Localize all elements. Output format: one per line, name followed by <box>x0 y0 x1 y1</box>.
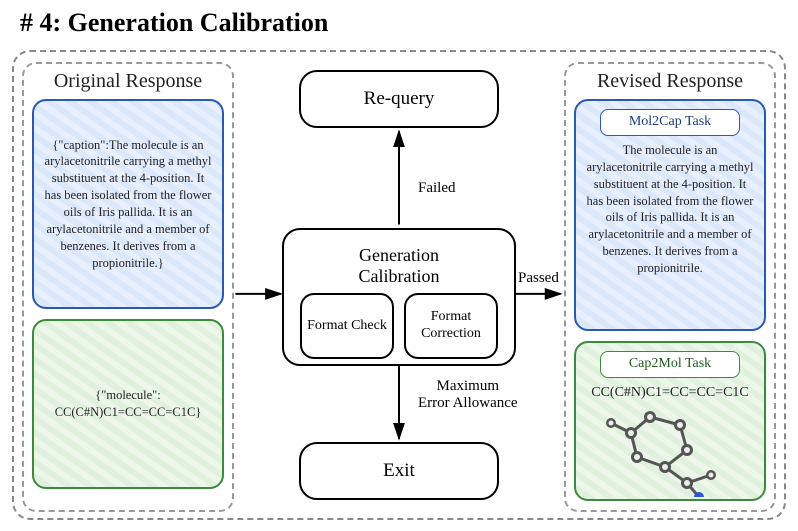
revised-caption-text: The molecule is an arylacetonitrile carr… <box>587 143 754 275</box>
cap2mol-task-label: Cap2Mol Task <box>600 351 740 378</box>
molecule-structure-icon <box>595 405 745 497</box>
outer-frame: Original Response {"caption":The molecul… <box>12 50 786 520</box>
passed-edge-label: Passed <box>518 270 559 287</box>
requery-label: Re-query <box>364 88 435 110</box>
original-molecule-text: {"molecule": CC(C#N)C1=CC=CC=C1C} <box>44 387 212 421</box>
requery-node: Re-query <box>299 70 499 128</box>
original-response-panel: Original Response {"caption":The molecul… <box>22 62 234 512</box>
maxerr-edge-label: Maximum Error Allowance <box>418 378 518 411</box>
original-caption-card: {"caption":The molecule is an arylaceton… <box>32 99 224 309</box>
format-check-node: Format Check <box>300 293 394 359</box>
revised-response-panel: Revised Response Mol2Cap Task The molecu… <box>564 62 776 512</box>
exit-label: Exit <box>383 460 415 482</box>
revised-response-heading: Revised Response <box>574 70 766 93</box>
calibration-title-l2: Calibration <box>359 266 440 287</box>
failed-edge-label: Failed <box>418 180 456 197</box>
original-caption-text: {"caption":The molecule is an arylaceton… <box>44 137 212 272</box>
original-molecule-card: {"molecule": CC(C#N)C1=CC=CC=C1C} <box>32 319 224 489</box>
revised-caption-card: Mol2Cap Task The molecule is an arylacet… <box>574 99 766 331</box>
diagram-title: # 4: Generation Calibration <box>20 8 328 38</box>
exit-node: Exit <box>299 442 499 500</box>
maxerr-l1: Maximum <box>437 378 500 394</box>
format-check-label: Format Check <box>307 318 387 335</box>
revised-smiles: CC(C#N)C1=CC=CC=C1C <box>586 384 754 403</box>
revised-molecule-card: Cap2Mol Task CC(C#N)C1=CC=CC=C1C <box>574 341 766 501</box>
maxerr-l2: Error Allowance <box>418 395 518 411</box>
mol2cap-task-label: Mol2Cap Task <box>600 109 740 136</box>
format-correction-node: Format Correction <box>404 293 498 359</box>
calibration-title-l1: Generation <box>359 245 440 266</box>
format-correction-label: Format Correction <box>410 309 492 343</box>
calibration-node: Generation Calibration Format Check Form… <box>282 228 516 366</box>
original-response-heading: Original Response <box>32 70 224 93</box>
